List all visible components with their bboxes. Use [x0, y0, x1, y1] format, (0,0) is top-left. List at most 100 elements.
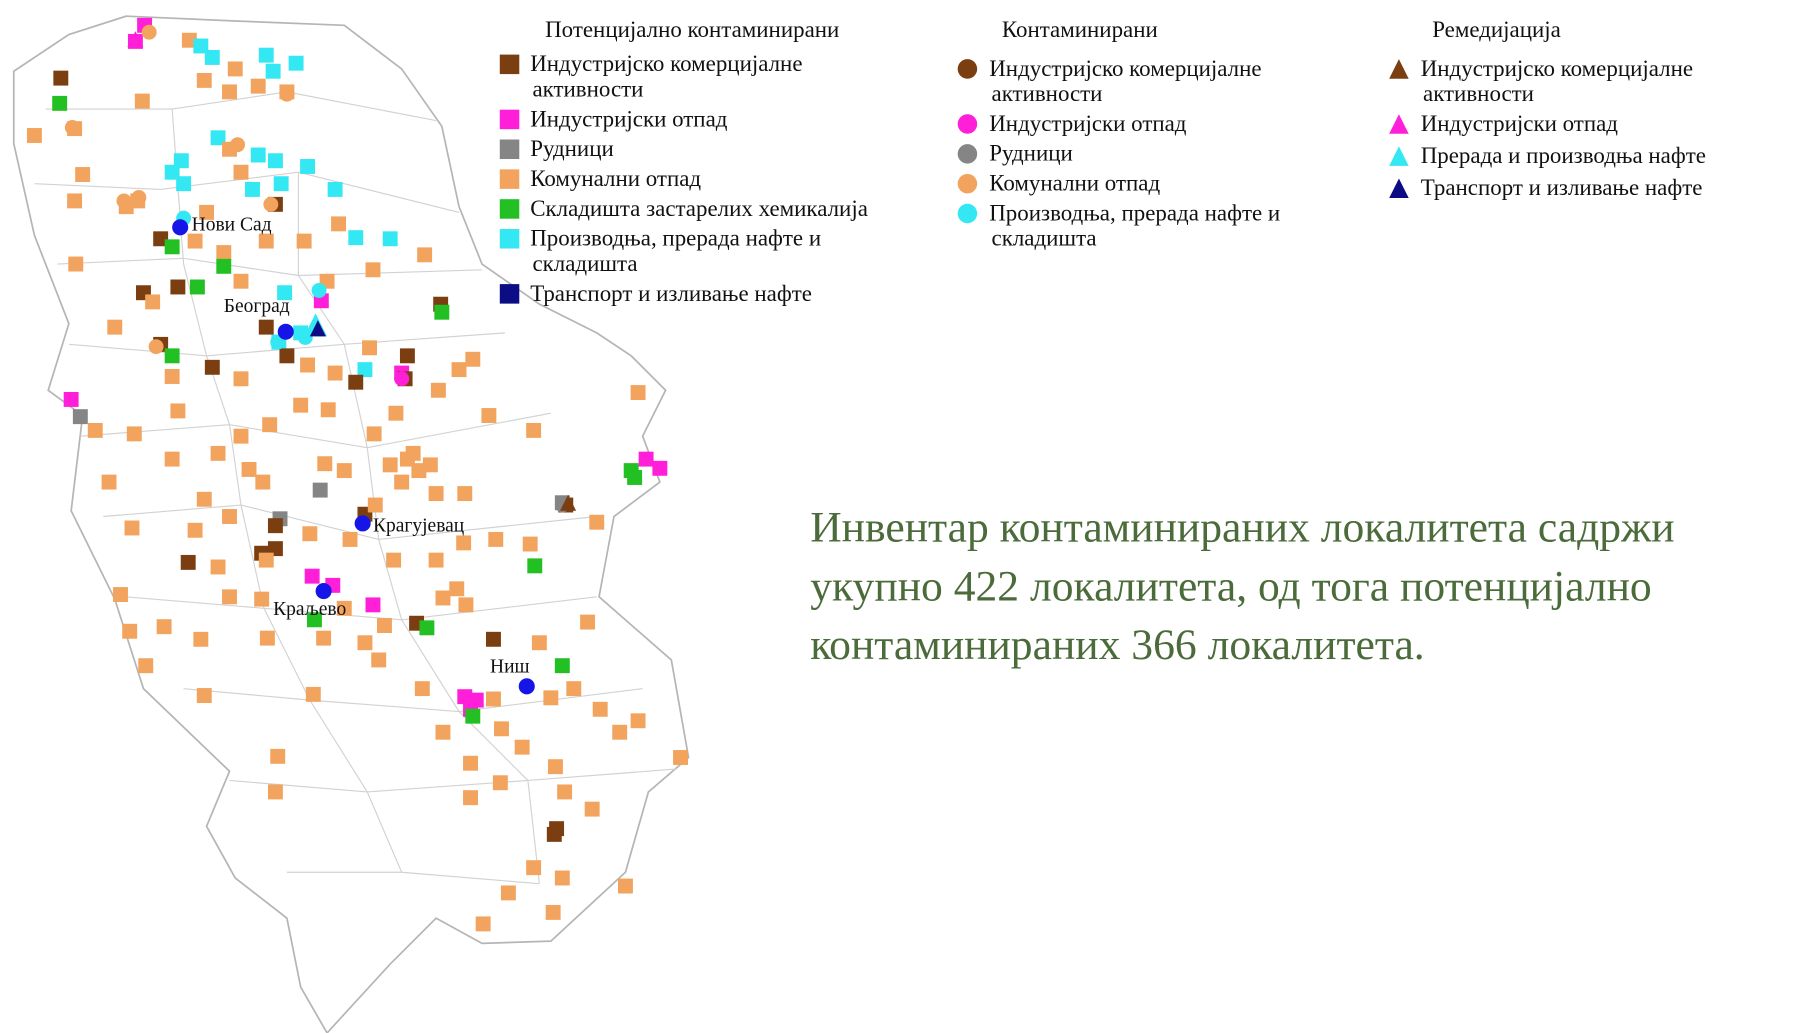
legend-label: активности	[532, 76, 643, 101]
marker-square	[156, 619, 172, 635]
marker-square	[250, 147, 266, 163]
city-dot	[172, 219, 189, 236]
marker-circle	[116, 193, 132, 209]
city-label: Београд	[224, 296, 290, 317]
marker-square	[305, 686, 321, 702]
marker-square	[164, 348, 180, 364]
marker-square	[457, 689, 473, 705]
marker-square	[164, 164, 180, 180]
marker-square	[546, 826, 562, 842]
marker-circle	[230, 137, 246, 153]
marker-square	[267, 518, 283, 534]
marker-square	[187, 522, 203, 538]
city-dot	[518, 678, 535, 695]
marker-square	[196, 491, 212, 507]
marker-square	[465, 708, 481, 724]
marker-square	[376, 618, 392, 633]
legend-label: Индустријски отпад	[989, 111, 1187, 136]
marker-square	[488, 531, 504, 547]
marker-square	[430, 382, 446, 398]
marker-square	[199, 204, 215, 220]
marker-square	[617, 878, 633, 894]
marker-square	[233, 428, 249, 444]
marker-square	[411, 463, 427, 479]
marker-square	[557, 784, 573, 800]
marker-square	[365, 597, 381, 613]
marker-circle	[957, 114, 978, 134]
marker-square	[435, 724, 451, 740]
marker-square	[204, 359, 220, 375]
marker-square	[300, 159, 316, 174]
marker-square	[258, 47, 274, 63]
legend-title: Потенцијално контаминирани	[545, 17, 839, 42]
marker-square	[630, 385, 646, 401]
marker-square	[449, 581, 465, 597]
marker-square	[270, 748, 286, 764]
legend-label: Комунални отпад	[989, 171, 1160, 196]
marker-square	[320, 402, 336, 418]
marker-square	[526, 422, 542, 438]
summary-line: контаминираних 366 локалитета.	[810, 621, 1425, 669]
marker-square	[612, 724, 628, 740]
site-markers	[26, 17, 688, 932]
legend-label: Индустријско комерцијалне	[1421, 56, 1693, 81]
marker-square	[304, 568, 320, 584]
legend-label: Прерада и производња нафте	[1421, 143, 1706, 168]
marker-square	[180, 554, 196, 570]
legend: Потенцијално контаминирани Индустријско к…	[499, 17, 1706, 306]
marker-square	[189, 279, 205, 295]
marker-square	[526, 860, 542, 876]
marker-square	[499, 169, 520, 189]
marker-square	[126, 426, 142, 442]
marker-square	[267, 784, 283, 800]
marker-square	[457, 486, 473, 502]
marker-square	[475, 916, 491, 932]
country-outline	[12, 15, 690, 1033]
marker-square	[273, 176, 289, 192]
marker-square	[216, 258, 232, 274]
marker-square	[204, 49, 220, 65]
marker-square	[222, 589, 237, 605]
marker-square	[241, 461, 257, 477]
city-label: Крагујевац	[373, 515, 464, 536]
marker-square	[434, 304, 450, 320]
marker-square	[245, 181, 260, 197]
marker-square	[451, 362, 467, 378]
marker-square	[382, 231, 398, 247]
marker-square	[72, 409, 88, 425]
marker-square	[371, 652, 387, 668]
marker-square	[75, 167, 91, 182]
marker-square	[173, 153, 189, 169]
marker-square	[417, 247, 433, 263]
marker-square	[428, 486, 444, 502]
marker-square	[265, 63, 281, 79]
marker-triangle	[309, 320, 326, 337]
marker-square	[302, 526, 318, 542]
marker-square	[293, 397, 309, 413]
marker-square	[435, 590, 451, 606]
marker-square	[580, 614, 596, 630]
marker-square	[63, 391, 79, 407]
marker-square	[187, 233, 203, 249]
marker-circle	[957, 144, 978, 164]
marker-triangle	[560, 494, 577, 511]
city-dot	[315, 583, 332, 600]
marker-square	[627, 470, 643, 485]
marker-square	[316, 630, 332, 646]
marker-square	[233, 164, 249, 180]
marker-square	[331, 216, 347, 232]
marker-circle	[141, 24, 157, 40]
marker-square	[222, 509, 237, 524]
legend-label: активности	[992, 81, 1103, 106]
marker-square	[181, 32, 197, 48]
marker-square	[210, 559, 226, 575]
marker-square	[258, 233, 274, 249]
marker-circle	[957, 203, 978, 224]
marker-square	[494, 721, 509, 737]
marker-circle	[311, 282, 327, 298]
legend-label: Рудници	[530, 136, 614, 161]
marker-circle	[957, 59, 978, 79]
legend-label: Комунални отпад	[530, 166, 701, 191]
marker-square	[306, 612, 322, 628]
marker-square	[584, 801, 600, 817]
